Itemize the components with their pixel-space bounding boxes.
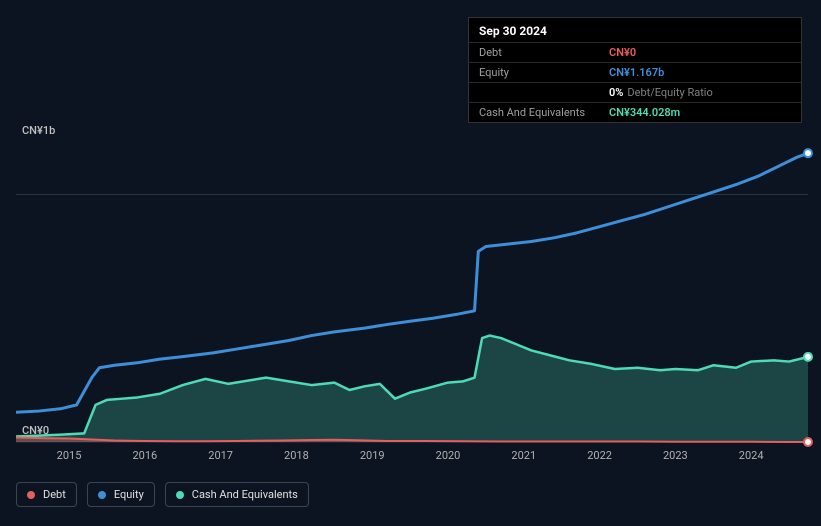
x-axis-tick: 2021 <box>511 449 536 462</box>
tooltip-date: Sep 30 2024 <box>469 18 801 42</box>
legend-label: Cash And Equivalents <box>192 488 298 501</box>
tooltip-row: Debt CN¥0 <box>469 42 801 62</box>
tooltip-row-value: CN¥0 <box>609 46 636 59</box>
chart-tooltip: Sep 30 2024 Debt CN¥0 Equity CN¥1.167b 0%Deb… <box>468 17 802 123</box>
x-axis-tick: 2015 <box>57 449 82 462</box>
tooltip-row-label <box>479 86 599 99</box>
legend-dot-icon <box>98 491 106 499</box>
tooltip-row: 0%Debt/Equity Ratio <box>469 82 801 102</box>
legend-item-equity[interactable]: Equity <box>87 482 155 507</box>
x-axis-tick: 2020 <box>436 449 461 462</box>
tooltip-row-label: Equity <box>479 66 599 79</box>
tooltip-row-label: Debt <box>479 46 599 59</box>
tooltip-row-label: Cash And Equivalents <box>479 106 599 119</box>
y-axis-label-bottom: CN¥0 <box>22 424 49 437</box>
tooltip-row-value: 0%Debt/Equity Ratio <box>609 86 713 99</box>
tooltip-row-value: CN¥344.028m <box>609 106 680 119</box>
x-axis-tick: 2016 <box>132 449 157 462</box>
x-axis-tick: 2017 <box>208 449 233 462</box>
legend-label: Debt <box>43 488 66 501</box>
chart-legend: Debt Equity Cash And Equivalents <box>16 482 309 507</box>
x-axis-tick: 2019 <box>360 449 385 462</box>
legend-item-cash[interactable]: Cash And Equivalents <box>165 482 309 507</box>
x-axis-labels: 2015 2016 2017 2018 2019 2020 2021 2022 2023 2024 <box>0 449 821 465</box>
x-axis-tick: 2024 <box>739 449 764 462</box>
legend-dot-icon <box>27 491 35 499</box>
x-axis-tick: 2022 <box>587 449 612 462</box>
tooltip-row-value: CN¥1.167b <box>609 66 664 79</box>
tooltip-row: Cash And Equivalents CN¥344.028m <box>469 102 801 122</box>
legend-dot-icon <box>176 491 184 499</box>
legend-item-debt[interactable]: Debt <box>16 482 77 507</box>
tooltip-row: Equity CN¥1.167b <box>469 62 801 82</box>
y-axis-label-top: CN¥1b <box>22 124 55 137</box>
x-axis-tick: 2018 <box>284 449 309 462</box>
legend-label: Equity <box>114 488 144 501</box>
x-axis-tick: 2023 <box>663 449 688 462</box>
